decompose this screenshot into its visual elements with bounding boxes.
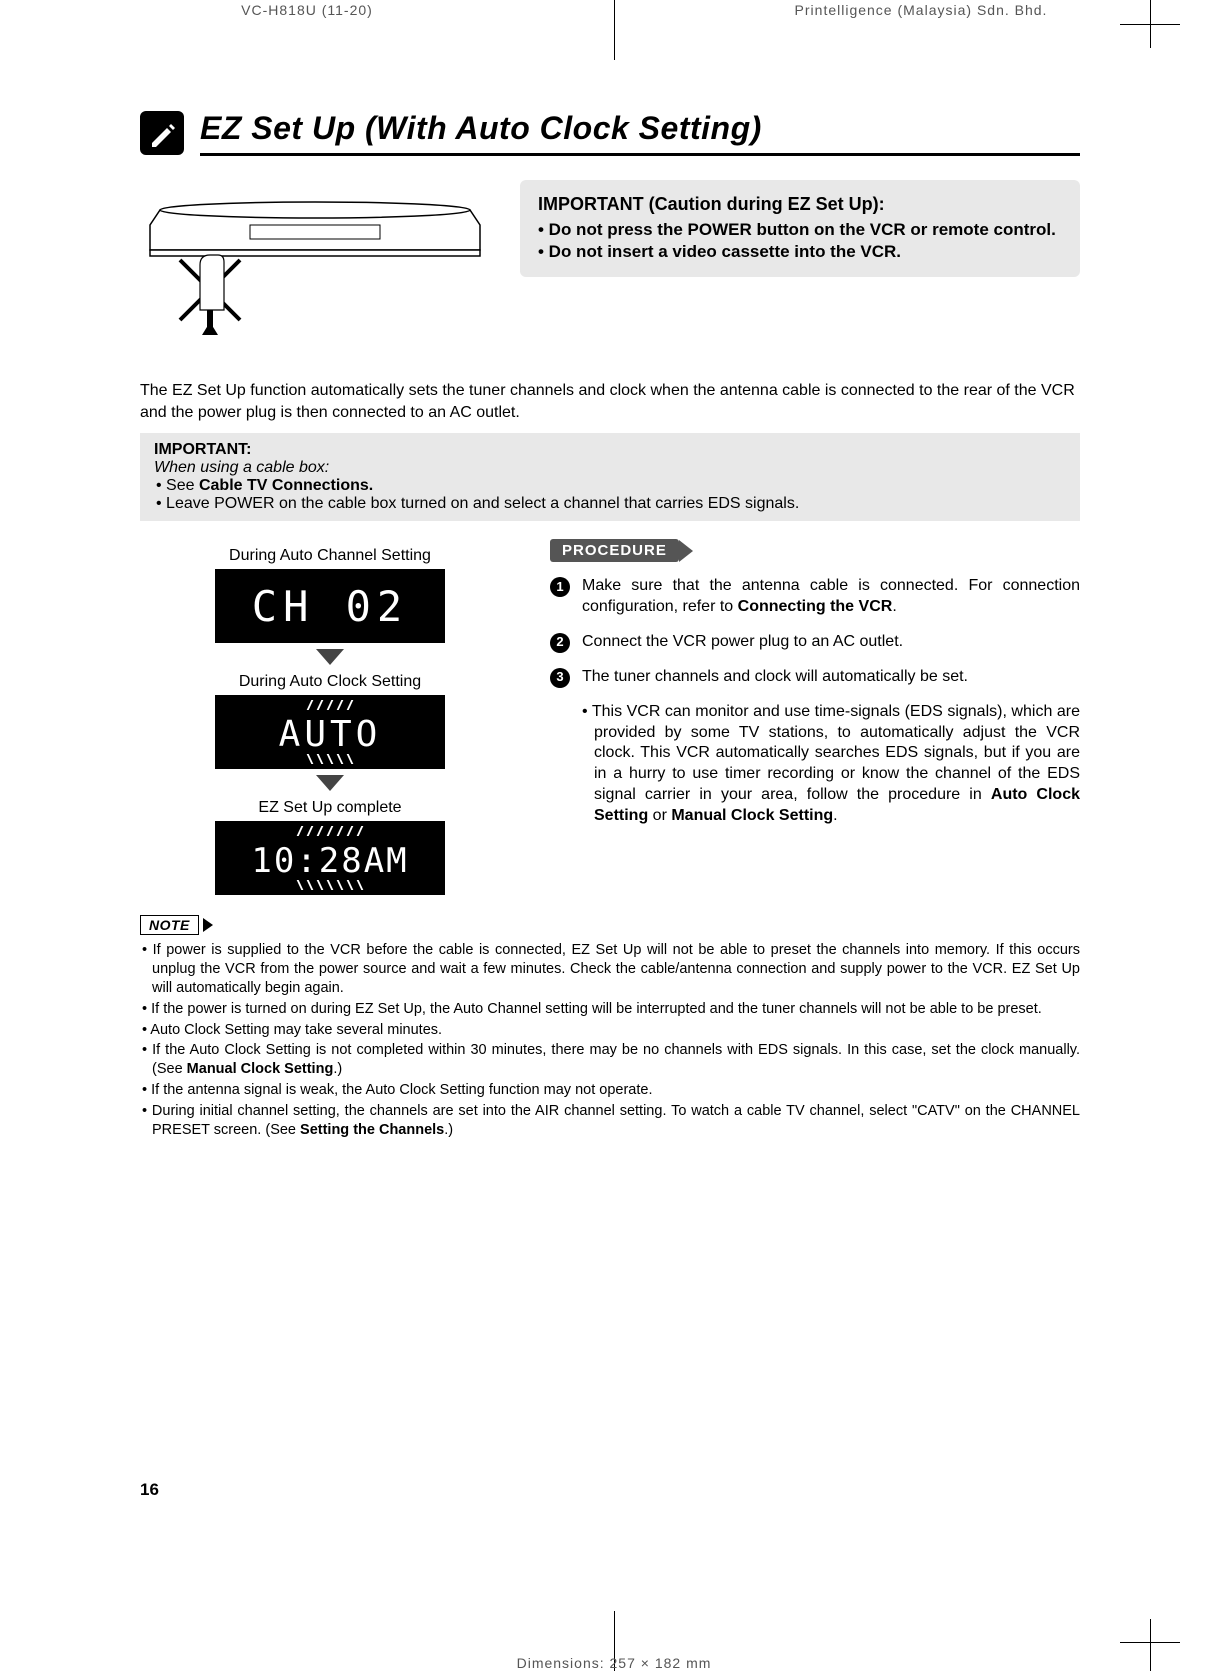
header-printer: Printelligence (Malaysia) Sdn. Bhd. bbox=[614, 2, 1228, 18]
title-row: EZ Set Up (With Auto Clock Setting) bbox=[140, 110, 1080, 156]
intro-text: The EZ Set Up function automatically set… bbox=[140, 380, 1080, 423]
important-head: IMPORTANT: bbox=[154, 441, 1066, 459]
display-sequence: During Auto Channel Setting CH 02 During… bbox=[140, 539, 520, 895]
hero-row: IMPORTANT (Caution during EZ Set Up): • … bbox=[140, 180, 1080, 340]
lcd-ch-text: CH 02 bbox=[252, 582, 408, 631]
step-3: 3 The tuner channels and clock will auto… bbox=[550, 667, 1080, 688]
header-model: VC-H818U (11-20) bbox=[0, 2, 614, 18]
step-text: The tuner channels and clock will automa… bbox=[582, 667, 968, 688]
step-text: Make sure that the antenna cable is conn… bbox=[582, 576, 1080, 618]
note-label: NOTE bbox=[140, 915, 213, 935]
caution-box: IMPORTANT (Caution during EZ Set Up): • … bbox=[520, 180, 1080, 277]
procedure-label: PROCEDURE bbox=[550, 539, 693, 562]
note-bullet: • During initial channel setting, the ch… bbox=[140, 1102, 1080, 1140]
page-content: EZ Set Up (With Auto Clock Setting) IMPO… bbox=[140, 110, 1080, 1142]
lcd-time: 10:28AM bbox=[215, 821, 445, 895]
note-bullet: • If power is supplied to the VCR before… bbox=[140, 941, 1080, 998]
page-title: EZ Set Up (With Auto Clock Setting) bbox=[200, 110, 1080, 156]
print-header: VC-H818U (11-20) Printelligence (Malaysi… bbox=[0, 2, 1228, 18]
step-1: 1 Make sure that the antenna cable is co… bbox=[550, 576, 1080, 618]
step-number: 1 bbox=[550, 577, 570, 597]
note-box: NOTE bbox=[140, 915, 199, 935]
main-columns: During Auto Channel Setting CH 02 During… bbox=[140, 539, 1080, 895]
note-bullet: • If the Auto Clock Setting is not compl… bbox=[140, 1041, 1080, 1079]
svg-text:AUTO: AUTO bbox=[279, 714, 382, 752]
imp-b1-bold: Cable TV Connections. bbox=[199, 477, 373, 494]
display-label-3: EZ Set Up complete bbox=[140, 799, 520, 817]
display-label-1: During Auto Channel Setting bbox=[140, 547, 520, 565]
lcd-auto: AUTO bbox=[215, 695, 445, 769]
chevron-right-icon bbox=[203, 918, 213, 932]
caution-item-1: • Do not press the POWER button on the V… bbox=[538, 219, 1062, 241]
dimensions-footer: Dimensions: 257 × 182 mm bbox=[0, 1655, 1228, 1671]
note-bullet: • If the power is turned on during EZ Se… bbox=[140, 1000, 1080, 1019]
important-bullet-1: • See Cable TV Connections. bbox=[154, 477, 1066, 495]
arrow-down-icon bbox=[316, 775, 344, 791]
step-2: 2 Connect the VCR power plug to an AC ou… bbox=[550, 632, 1080, 653]
step-number: 2 bbox=[550, 633, 570, 653]
display-label-2: During Auto Clock Setting bbox=[140, 673, 520, 691]
pencil-icon bbox=[140, 111, 184, 155]
vcr-illustration bbox=[140, 180, 490, 340]
procedure-pill: PROCEDURE bbox=[550, 539, 679, 562]
step-number: 3 bbox=[550, 668, 570, 688]
note-bullet: • Auto Clock Setting may take several mi… bbox=[140, 1021, 1080, 1040]
chevron-right-icon bbox=[679, 540, 693, 562]
important-bullet-2: • Leave POWER on the cable box turned on… bbox=[154, 495, 1066, 513]
caution-heading: IMPORTANT (Caution during EZ Set Up): bbox=[538, 194, 1062, 215]
step-sub-bullet: • This VCR can monitor and use time-sign… bbox=[550, 702, 1080, 827]
svg-text:10:28AM: 10:28AM bbox=[251, 841, 408, 878]
important-box: IMPORTANT: When using a cable box: • See… bbox=[140, 433, 1080, 521]
step-text: Connect the VCR power plug to an AC outl… bbox=[582, 632, 903, 653]
note-bullet: • If the antenna signal is weak, the Aut… bbox=[140, 1081, 1080, 1100]
arrow-down-icon bbox=[316, 649, 344, 665]
procedure-column: PROCEDURE 1 Make sure that the antenna c… bbox=[550, 539, 1080, 895]
caution-item-2: • Do not insert a video cassette into th… bbox=[538, 241, 1062, 263]
important-subhead: When using a cable box: bbox=[154, 459, 1066, 477]
lcd-channel: CH 02 bbox=[215, 569, 445, 643]
page-number: 16 bbox=[140, 1480, 159, 1500]
imp-b1-pre: • See bbox=[156, 477, 199, 494]
